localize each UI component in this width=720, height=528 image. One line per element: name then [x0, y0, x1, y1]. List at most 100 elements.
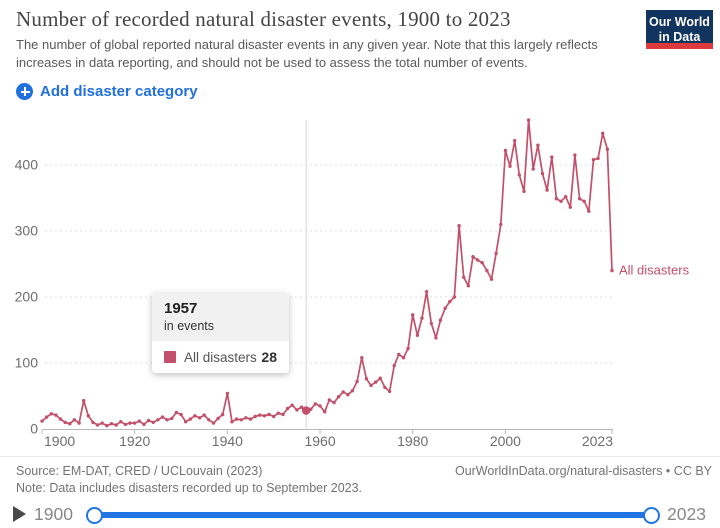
data-point-1947[interactable] [258, 413, 262, 417]
data-point-1996[interactable] [485, 268, 489, 273]
data-point-1973[interactable] [378, 376, 382, 380]
data-point-1950[interactable] [272, 414, 276, 419]
data-point-1928[interactable] [170, 416, 174, 421]
data-point-1992[interactable] [466, 284, 470, 288]
data-point-1951[interactable] [276, 411, 280, 415]
data-point-1965[interactable] [341, 390, 345, 394]
data-point-1919[interactable] [128, 421, 132, 425]
data-point-1915[interactable] [109, 422, 114, 426]
data-point-1972[interactable] [374, 380, 378, 384]
data-point-1912[interactable] [95, 423, 100, 427]
data-point-2023[interactable] [610, 268, 614, 273]
data-point-1909[interactable] [82, 398, 86, 403]
data-point-1971[interactable] [369, 383, 373, 388]
data-point-1961[interactable] [323, 410, 327, 414]
data-point-1933[interactable] [193, 414, 197, 418]
data-point-1980[interactable] [411, 313, 415, 317]
data-point-1953[interactable] [285, 406, 290, 411]
data-point-1962[interactable] [327, 398, 331, 402]
data-point-1986[interactable] [438, 318, 443, 322]
data-point-1984[interactable] [429, 321, 433, 326]
data-point-1923[interactable] [146, 418, 151, 423]
data-point-1913[interactable] [100, 421, 104, 425]
data-point-1911[interactable] [91, 420, 95, 425]
data-point-2011[interactable] [554, 197, 559, 201]
data-point-1934[interactable] [197, 416, 202, 420]
data-point-2002[interactable] [513, 138, 517, 143]
timeline-handle-start[interactable] [86, 507, 103, 524]
data-point-1905[interactable] [63, 420, 67, 425]
data-point-1906[interactable] [68, 422, 72, 426]
line-chart[interactable]: 0 100 200 300 400 1900 1920 1940 1960 1980 2000 202… [0, 0, 720, 460]
data-point-1991[interactable] [462, 275, 466, 279]
data-point-1949[interactable] [267, 412, 271, 417]
data-point-1937[interactable] [211, 421, 216, 425]
data-point-1943[interactable] [239, 418, 243, 422]
data-point-1978[interactable] [401, 356, 406, 360]
timeline-play-button[interactable] [13, 506, 26, 522]
data-point-1985[interactable] [434, 336, 438, 340]
data-point-1902[interactable] [49, 412, 53, 416]
data-point-1932[interactable] [188, 417, 192, 421]
data-point-2007[interactable] [536, 143, 540, 147]
data-point-1994[interactable] [475, 258, 480, 262]
data-point-1993[interactable] [471, 255, 475, 259]
timeline-end-year[interactable]: 2023 [667, 504, 706, 524]
data-point-2008[interactable] [540, 171, 545, 176]
data-point-1924[interactable] [151, 420, 155, 425]
data-point-1998[interactable] [494, 251, 498, 256]
data-point-1944[interactable] [244, 416, 248, 420]
series-end-label[interactable]: All disasters [619, 263, 690, 278]
data-point-1946[interactable] [253, 414, 257, 419]
owid-logo[interactable]: Our World in Data [646, 10, 713, 49]
data-point-2013[interactable] [564, 195, 568, 199]
data-point-2014[interactable] [568, 205, 572, 209]
data-point-2015[interactable] [573, 153, 577, 157]
data-point-1945[interactable] [248, 417, 253, 421]
data-point-1929[interactable] [174, 410, 179, 415]
data-point-1987[interactable] [443, 306, 447, 310]
data-point-1989[interactable] [452, 295, 457, 299]
data-point-1955[interactable] [295, 408, 299, 412]
timeline-handle-end[interactable] [643, 507, 660, 524]
data-point-2018[interactable] [587, 209, 591, 213]
data-point-2019[interactable] [591, 158, 596, 162]
data-point-1960[interactable] [318, 404, 322, 408]
timeline-start-year[interactable]: 1900 [34, 504, 73, 524]
data-point-1907[interactable] [72, 418, 77, 422]
data-point-1942[interactable] [234, 417, 239, 421]
data-point-1979[interactable] [406, 346, 410, 351]
data-point-1900[interactable] [40, 419, 44, 423]
data-point-1936[interactable] [207, 418, 211, 422]
data-point-1903[interactable] [54, 413, 58, 417]
data-point-2016[interactable] [577, 197, 582, 201]
data-point-1959[interactable] [313, 402, 318, 406]
data-point-1948[interactable] [262, 414, 267, 418]
highlighted-point-1957[interactable] [301, 406, 311, 415]
data-point-1921[interactable] [137, 419, 141, 423]
data-point-1977[interactable] [397, 352, 401, 357]
data-point-1988[interactable] [448, 299, 452, 304]
add-disaster-category-button[interactable]: Add disaster category [16, 83, 198, 100]
data-point-2004[interactable] [522, 189, 526, 194]
data-point-2006[interactable] [531, 167, 535, 171]
data-point-1995[interactable] [480, 261, 484, 265]
data-point-2017[interactable] [582, 199, 586, 203]
owid-link-license[interactable]: OurWorldInData.org/natural-disasters • C… [454, 464, 712, 478]
data-point-1954[interactable] [290, 403, 294, 407]
data-point-1917[interactable] [119, 420, 123, 424]
data-point-1916[interactable] [114, 423, 118, 427]
data-point-1976[interactable] [392, 363, 396, 368]
data-point-2012[interactable] [559, 199, 563, 203]
data-point-1981[interactable] [415, 333, 420, 337]
data-point-1908[interactable] [77, 421, 81, 425]
data-point-1974[interactable] [383, 385, 387, 390]
data-point-2021[interactable] [601, 131, 605, 135]
data-point-1925[interactable] [156, 418, 160, 422]
data-point-1940[interactable] [225, 391, 230, 396]
data-point-1967[interactable] [350, 389, 355, 393]
data-point-2001[interactable] [508, 164, 512, 168]
data-point-1901[interactable] [44, 415, 49, 419]
data-point-2009[interactable] [545, 188, 549, 192]
data-point-1938[interactable] [216, 416, 220, 421]
